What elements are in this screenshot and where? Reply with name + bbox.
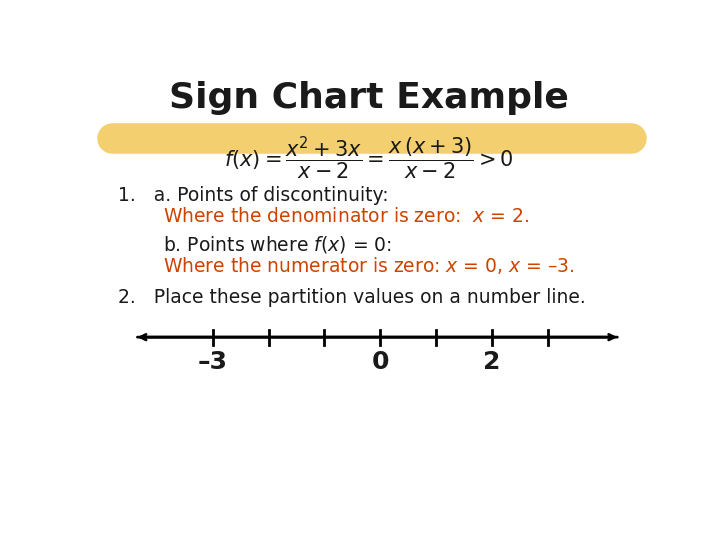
Text: Sign Chart Example: Sign Chart Example [169,81,569,115]
Text: b. Points where $f$($x$) = 0:: b. Points where $f$($x$) = 0: [163,234,391,255]
Text: $f(x) = \dfrac{x^2 + 3x}{x - 2} = \dfrac{x\,(x + 3)}{x - 2} > 0$: $f(x) = \dfrac{x^2 + 3x}{x - 2} = \dfrac… [224,134,514,182]
Text: Where the denominator is zero:  $x$ = 2.: Where the denominator is zero: $x$ = 2. [163,207,528,226]
Text: Where the numerator is zero: $x$ = 0, $x$ = –3.: Where the numerator is zero: $x$ = 0, $x… [163,255,574,276]
Text: 16: 16 [679,509,698,523]
Text: 0: 0 [372,350,389,374]
Text: 2.   Place these partition values on a number line.: 2. Place these partition values on a num… [118,288,585,307]
Text: 2: 2 [483,350,500,374]
Text: ALWAYS LEARNING: ALWAYS LEARNING [22,511,139,521]
Text: Copyright © 2015, 2011, and 2008 Pearson Education, Inc.: Copyright © 2015, 2011, and 2008 Pearson… [215,511,505,521]
Text: PEARSON: PEARSON [562,507,658,525]
Text: –3: –3 [198,350,228,374]
Text: 1.   a. Points of discontinuity:: 1. a. Points of discontinuity: [118,186,389,205]
